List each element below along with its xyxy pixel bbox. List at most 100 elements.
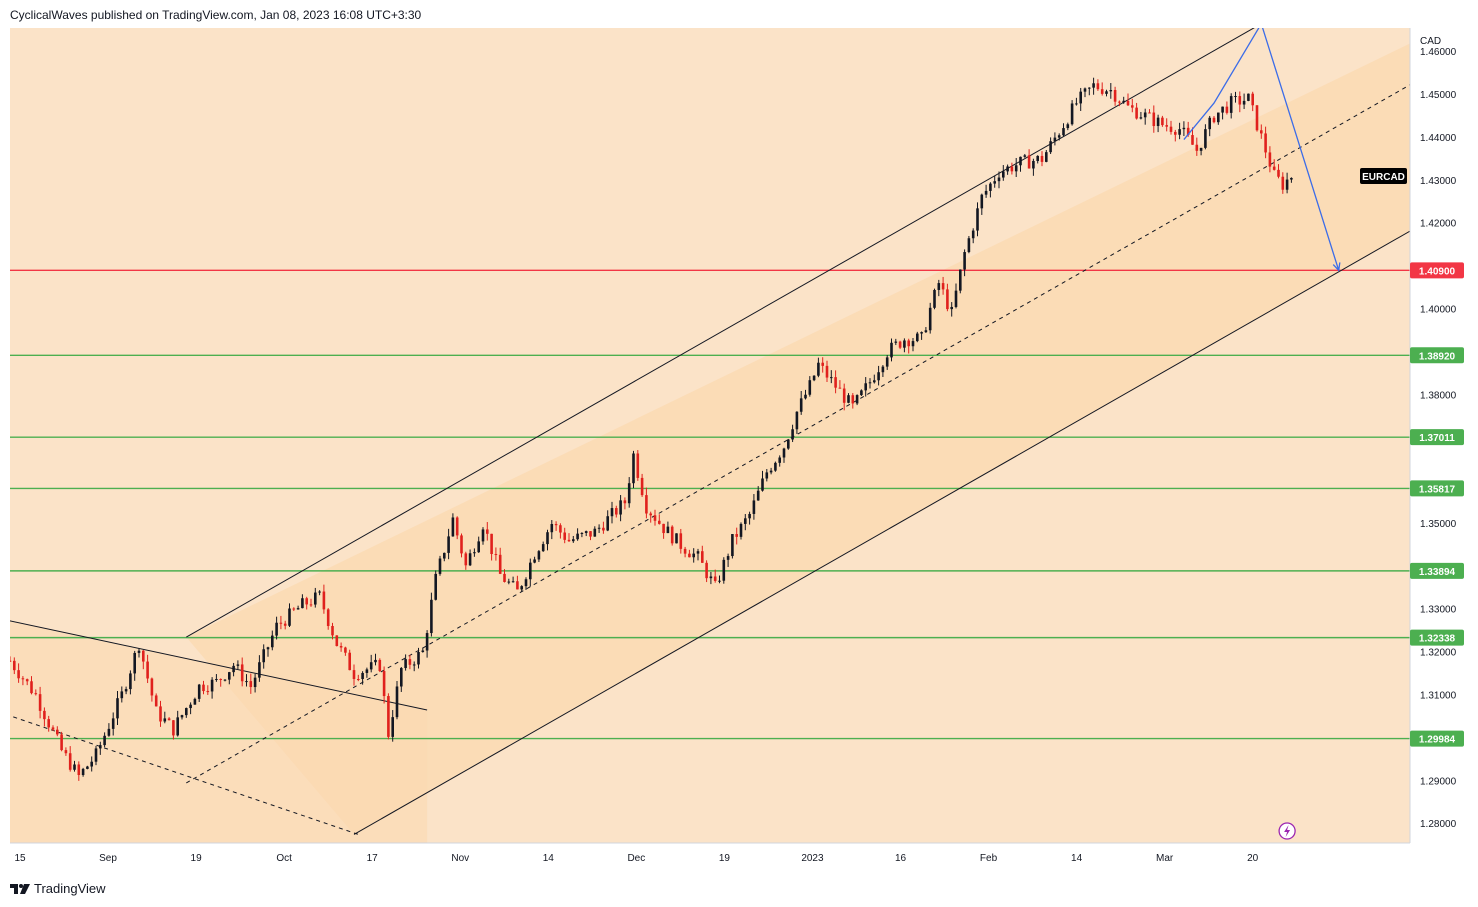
bear-candle xyxy=(17,670,20,679)
bear-candle xyxy=(701,551,704,563)
bull-candle xyxy=(976,208,979,231)
price-level-tag-label: 1.40900 xyxy=(1419,266,1456,277)
bull-candle xyxy=(103,735,106,746)
bull-candle xyxy=(881,366,885,373)
bear-candle xyxy=(1100,89,1104,94)
bull-candle xyxy=(541,544,545,552)
bull-candle xyxy=(817,362,820,376)
bull-candle xyxy=(868,382,872,384)
bull-candle xyxy=(1083,88,1087,92)
bull-candle xyxy=(481,529,485,542)
bull-candle xyxy=(296,608,300,610)
bull-candle xyxy=(791,429,794,440)
bull-candle xyxy=(632,453,635,484)
bear-candle xyxy=(1169,126,1173,132)
bear-candle xyxy=(68,753,72,770)
bear-candle xyxy=(653,515,657,521)
bull-candle xyxy=(718,580,721,582)
bull-candle xyxy=(163,718,167,722)
bull-candle xyxy=(847,395,850,403)
bear-candle xyxy=(640,477,644,496)
bull-candle xyxy=(877,372,880,381)
bull-candle xyxy=(752,500,756,514)
bear-candle xyxy=(154,695,158,707)
candles xyxy=(8,77,1293,781)
time-tick-label: 2023 xyxy=(801,853,824,864)
bull-candle xyxy=(94,748,98,762)
bear-candle xyxy=(1126,100,1130,106)
bull-candle xyxy=(1217,112,1220,123)
price-level-tag-label: 1.35817 xyxy=(1419,484,1456,495)
bear-candle xyxy=(21,678,25,680)
bear-candle xyxy=(486,529,489,534)
bull-candle xyxy=(855,395,859,404)
bear-candle xyxy=(378,659,382,672)
price-chart[interactable]: CAD 1.460001.450001.440001.430001.420001… xyxy=(5,22,1468,872)
bear-candle xyxy=(8,660,12,662)
trend-channels xyxy=(5,23,1443,835)
bull-candle xyxy=(722,559,726,581)
bull-candle xyxy=(120,691,124,699)
bear-candle xyxy=(494,554,498,556)
bull-candle xyxy=(731,534,734,557)
bear-candle xyxy=(357,679,360,681)
price-level-tag xyxy=(1410,429,1464,446)
bear-candle xyxy=(662,523,665,534)
time-tick-label: Nov xyxy=(451,853,469,864)
bull-candle xyxy=(873,380,876,383)
bear-candle xyxy=(834,377,837,388)
bear-candle xyxy=(1191,135,1194,145)
bear-candle xyxy=(1277,169,1280,177)
bull-candle xyxy=(627,483,631,504)
bull-candle xyxy=(417,652,420,665)
bear-candle xyxy=(589,531,592,537)
chart-pane[interactable]: CAD 1.46000 1.45000 1.44000 1.43000 1.42000 1… xyxy=(5,22,1468,872)
bull-candle xyxy=(550,524,554,533)
bull-candle xyxy=(748,513,751,519)
bear-candle xyxy=(1264,133,1267,153)
bull-candle xyxy=(1105,91,1108,94)
bear-candle xyxy=(47,719,50,728)
bull-candle xyxy=(232,665,235,673)
bull-candle xyxy=(1109,90,1113,92)
bear-candle xyxy=(309,604,313,606)
bear-candle xyxy=(498,554,502,574)
bull-candle xyxy=(950,306,953,310)
price-tick-label: 1.33000 xyxy=(1420,605,1457,616)
projection-path xyxy=(1183,22,1341,272)
bear-candle xyxy=(1174,131,1177,135)
bear-candle xyxy=(1161,117,1164,126)
bear-candle xyxy=(645,495,648,514)
bull-candle xyxy=(782,448,786,458)
prior-channel-fill xyxy=(5,619,428,843)
bull-candle xyxy=(1014,165,1018,172)
time-axis[interactable] xyxy=(10,843,1468,872)
bull-candle xyxy=(1247,93,1250,101)
bear-candle xyxy=(1212,117,1216,123)
bull-candle xyxy=(971,230,975,239)
bull-candle xyxy=(761,478,764,491)
brand-footer[interactable]: TradingView xyxy=(10,881,106,896)
bull-candle xyxy=(984,190,988,195)
bull-candle xyxy=(193,698,197,705)
bear-candle xyxy=(1186,127,1190,136)
bear-candle xyxy=(602,527,605,531)
price-level-tag xyxy=(1410,730,1464,747)
bull-candle xyxy=(215,678,218,680)
bull-candle xyxy=(1285,179,1289,190)
time-tick-label: 19 xyxy=(719,853,731,864)
bear-candle xyxy=(503,573,506,582)
bear-candle xyxy=(292,608,296,610)
bull-candle xyxy=(1208,117,1211,130)
bull-candle xyxy=(787,439,790,449)
price-tick-label: 1.35000 xyxy=(1420,519,1457,530)
bull-candle xyxy=(937,283,941,290)
bear-candle xyxy=(658,520,661,524)
channel-fills xyxy=(5,28,1442,843)
bear-candle xyxy=(567,539,571,542)
bear-candle xyxy=(1268,152,1272,167)
bull-candle xyxy=(253,677,257,688)
bear-candle xyxy=(615,508,618,515)
bull-candle xyxy=(1242,100,1246,105)
prior-channel-upper-line xyxy=(5,619,428,711)
